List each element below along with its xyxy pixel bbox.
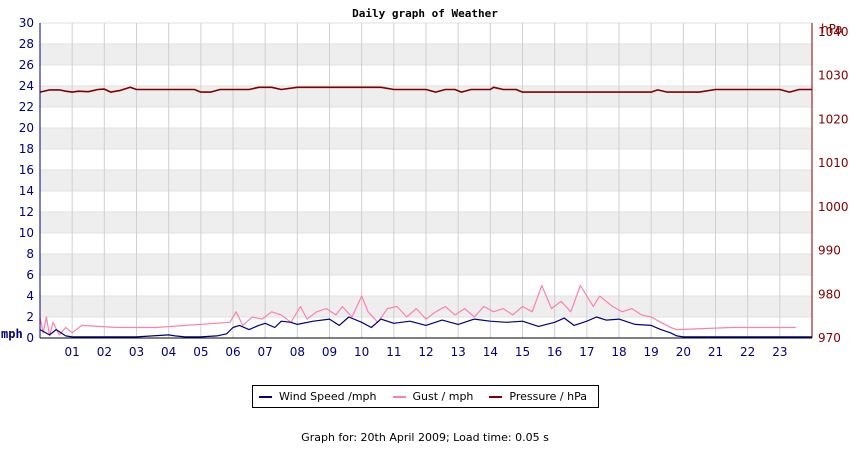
x-tick-label: 15 [515,345,530,359]
series-line [39,284,796,337]
x-tick-label: 11 [386,345,401,359]
wind-swatch-icon [259,395,272,398]
left-tick-label: 2 [26,310,34,324]
x-tick-label: 12 [418,345,433,359]
legend-item-wind: Wind Speed /mph [259,390,377,403]
x-tick-label: 19 [644,345,659,359]
left-tick-label: 22 [19,100,34,114]
x-tick-label: 07 [258,345,273,359]
x-tick-label: 10 [354,345,369,359]
x-tick-label: 14 [483,345,498,359]
series-layer [39,86,813,338]
left-tick-label: 12 [19,205,34,219]
left-tick-label: 30 [19,16,34,30]
chart-title: Daily graph of Weather [352,7,498,20]
series-line [39,86,812,93]
x-tick-label: 09 [322,345,337,359]
left-tick-label: 16 [19,163,34,177]
x-tick-label: 20 [676,345,691,359]
x-tick-label: 17 [579,345,594,359]
series-line [39,316,812,338]
x-tick-label: 18 [611,345,626,359]
x-tick-label: 21 [708,345,723,359]
right-tick-label: 1000 [818,200,849,214]
series-gust-mph [39,284,796,337]
footer-status: Graph for: 20th April 2009; Load time: 0… [301,431,549,444]
pressure-swatch-icon [489,395,503,398]
left-tick-label: 18 [19,142,34,156]
chart-legend: Wind Speed /mph Gust / mph Pressure / hP… [252,385,599,408]
x-tick-label: 04 [161,345,176,359]
x-tick-label: 05 [193,345,208,359]
left-tick-label: 14 [19,184,34,198]
left-tick-label: 0 [26,331,34,345]
legend-label-pressure: Pressure / hPa [509,390,587,403]
right-tick-label: 1040 [818,25,849,39]
left-tick-label: 6 [26,268,34,282]
legend-item-pressure: Pressure / hPa [489,390,587,403]
left-tick-label: 24 [19,79,34,93]
legend-item-gust: Gust / mph [392,390,474,403]
axes: 01 02 03 04 05 06 07 08 09 10 11 12 13 14 15 16 17 18 19 20… [19,16,849,359]
left-tick-label: 8 [26,247,34,261]
gust-swatch-icon [392,395,406,398]
x-tick-label: 22 [740,345,755,359]
series-pressure-hpa [39,86,813,93]
vertical-gridlines [71,23,781,338]
left-tick-label: 28 [19,37,34,51]
x-tick-label: 01 [65,345,80,359]
left-tick-label: 10 [19,226,34,240]
x-tick-label: 06 [225,345,240,359]
left-axis-unit: mph [1,327,23,341]
x-tick-label: 08 [290,345,305,359]
right-tick-label: 980 [818,287,841,301]
x-tick-label: 16 [547,345,562,359]
weather-chart: 01 02 03 04 05 06 07 08 09 10 11 12 13 14 15 16 17 18 19 20… [1,7,849,359]
left-tick-label: 20 [19,121,34,135]
right-tick-label: 1030 [818,69,849,83]
left-tick-label: 26 [19,58,34,72]
right-axis-unit: hPa [821,22,843,36]
right-tick-label: 970 [818,331,841,345]
x-tick-label: 23 [772,345,787,359]
x-tick-label: 03 [129,345,144,359]
right-tick-label: 1010 [818,156,849,170]
right-tick-label: 990 [818,244,841,258]
series-wind-speed-mph [39,316,813,338]
legend-label-gust: Gust / mph [412,390,474,403]
left-tick-label: 4 [26,289,34,303]
right-tick-label: 1020 [818,112,849,126]
x-tick-label: 13 [451,345,466,359]
legend-label-wind: Wind Speed /mph [279,390,377,403]
x-tick-label: 02 [97,345,112,359]
